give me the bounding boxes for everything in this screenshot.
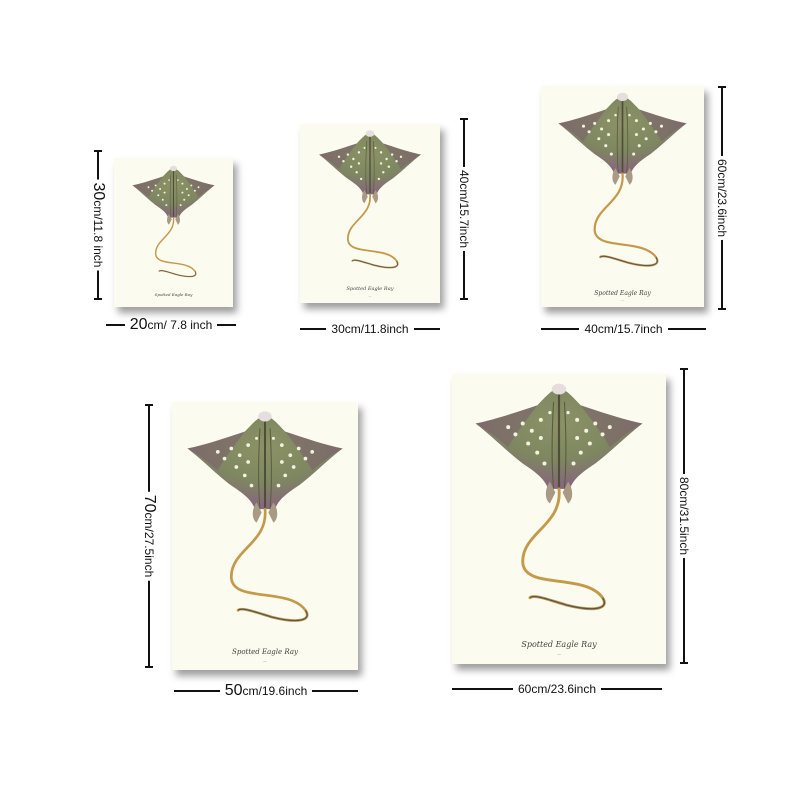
height-dimension-50x70: 70cm/27.5inch (137, 404, 161, 668)
height-dimension-30x40: 40cm/15.7inch (452, 118, 476, 300)
eagle-ray-illustration (317, 129, 423, 269)
width-unit: cm/23.6inch (531, 682, 597, 696)
height-unit: cm/31.5inch (677, 490, 691, 556)
eagle-ray-illustration (557, 91, 688, 267)
width-value: 20 (129, 316, 148, 333)
width-unit: cm/19.6inch (242, 684, 308, 698)
height-unit: cm/23.6inch (715, 172, 729, 238)
height-value: 30 (90, 182, 107, 201)
print-caption: Spotted Eagle Ray (154, 292, 193, 297)
print-subcaption: — (621, 298, 624, 302)
height-dimension-20x30: 30cm/11.8 inch (86, 150, 110, 300)
width-unit: cm/11.8inch (344, 322, 409, 336)
print-20x30: Spotted Eagle Ray (114, 158, 233, 307)
print-subcaption: — (557, 651, 561, 656)
width-value: 60 (517, 682, 532, 696)
width-value: 50 (224, 682, 243, 699)
width-dimension-20x30: 20cm/ 7.8 inch (106, 316, 236, 334)
eagle-ray-illustration (473, 381, 645, 611)
width-value: 40 (584, 322, 598, 336)
print-60x80: Spotted Eagle Ray — (452, 374, 666, 664)
height-dimension-60x80: 80cm/31.5inch (672, 368, 696, 664)
width-dimension-60x80: 60cm/23.6inch (452, 682, 662, 696)
width-dimension-40x60: 40cm/15.7inch (541, 322, 706, 336)
width-value: 30 (331, 322, 345, 336)
print-30x40: Spotted Eagle Ray — (300, 124, 440, 303)
height-dimension-40x60: 60cm/23.6inch (710, 86, 734, 310)
print-50x70: Spotted Eagle Ray — (172, 402, 358, 670)
width-dimension-50x70: 50cm/19.6inch (174, 682, 358, 700)
height-value: 40 (457, 169, 471, 184)
print-caption: Spotted Eagle Ray (346, 286, 394, 292)
print-caption: Spotted Eagle Ray (594, 290, 651, 297)
print-subcaption: — (263, 658, 267, 663)
eagle-ray-illustration (131, 164, 216, 278)
height-unit: cm/27.5inch (142, 512, 156, 578)
width-unit: cm/ 7.8 inch (147, 318, 213, 332)
height-value: 70 (141, 494, 158, 513)
print-caption: Spotted Eagle Ray (232, 648, 298, 656)
width-unit: cm/15.7inch (597, 322, 663, 336)
height-value: 60 (715, 158, 729, 173)
height-unit: cm/11.8 inch (91, 200, 105, 268)
height-value: 80 (677, 476, 691, 491)
height-unit: cm/15.7inch (457, 183, 471, 249)
print-caption: Spotted Eagle Ray (521, 640, 597, 649)
eagle-ray-illustration (186, 409, 344, 622)
print-40x60: Spotted Eagle Ray — (541, 86, 704, 307)
width-dimension-30x40: 30cm/11.8inch (300, 322, 441, 336)
print-subcaption: — (368, 294, 372, 298)
